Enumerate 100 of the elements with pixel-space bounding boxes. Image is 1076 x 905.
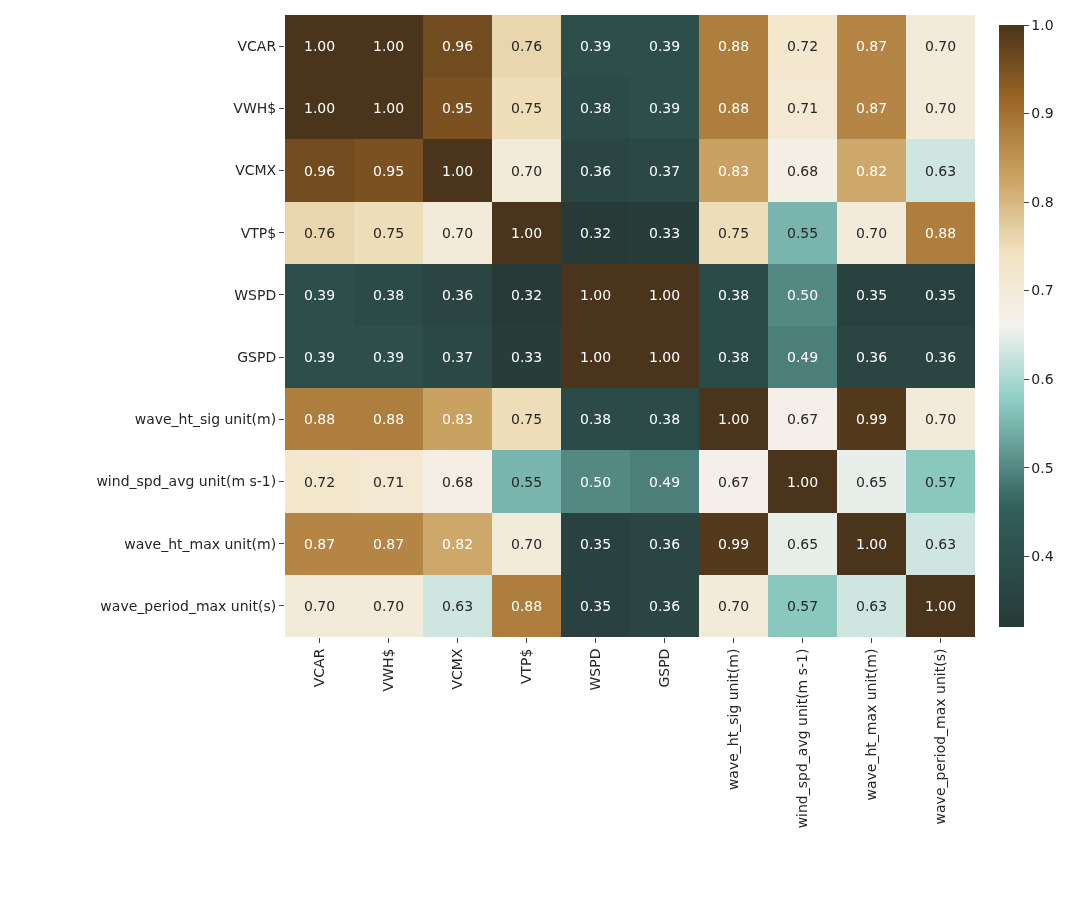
data-label: 0.39 — [649, 38, 681, 54]
data-label: 0.57 — [925, 474, 957, 490]
data-label: 0.67 — [787, 411, 819, 427]
data-label: 0.68 — [442, 474, 474, 490]
data-label: 0.57 — [787, 598, 819, 614]
data-label: 0.99 — [856, 411, 888, 427]
data-label: 0.67 — [718, 474, 750, 490]
y-tick-label: wave_ht_sig unit(m) — [134, 411, 277, 428]
data-label: 0.35 — [580, 536, 612, 552]
x-tick-label: wave_ht_sig unit(m) — [725, 648, 742, 791]
data-label: 1.00 — [511, 225, 543, 241]
x-tick-label: VCAR — [311, 648, 328, 688]
data-label: 0.50 — [580, 474, 612, 490]
data-label: 0.72 — [787, 38, 819, 54]
y-tick-label: wave_period_max unit(s) — [100, 597, 277, 614]
data-label: 0.68 — [787, 163, 819, 179]
data-label: 0.87 — [856, 38, 888, 54]
data-label: 0.70 — [856, 225, 888, 241]
data-label: 1.00 — [373, 100, 405, 116]
data-label: 0.76 — [304, 225, 336, 241]
data-label: 0.87 — [856, 100, 888, 116]
data-label: 1.00 — [373, 38, 405, 54]
data-label: 0.83 — [442, 411, 474, 427]
data-label: 0.38 — [580, 411, 612, 427]
data-label: 0.76 — [511, 38, 543, 54]
y-tick-label: VWH$ — [233, 100, 277, 117]
color-bar-label: 0.6 — [1031, 371, 1054, 388]
data-label: 0.35 — [580, 598, 612, 614]
data-label: 0.70 — [511, 536, 543, 552]
x-tick-label: wave_period_max unit(s) — [932, 648, 949, 825]
data-label: 0.99 — [718, 536, 750, 552]
color-bar-label: 1.0 — [1031, 16, 1054, 33]
y-tick-label: VCMX — [235, 162, 277, 179]
color-bar-label: 0.9 — [1031, 105, 1054, 122]
data-label: 0.36 — [856, 349, 888, 365]
data-label: 0.39 — [304, 287, 336, 303]
data-label: 0.33 — [649, 225, 681, 241]
data-label: 0.70 — [925, 38, 957, 54]
data-label: 1.00 — [304, 100, 336, 116]
data-label: 0.55 — [787, 225, 819, 241]
data-label: 0.32 — [511, 287, 543, 303]
data-label: 0.49 — [787, 349, 819, 365]
data-label: 0.71 — [787, 100, 819, 116]
data-label: 0.83 — [718, 163, 750, 179]
y-tick-label: GSPD — [237, 349, 277, 365]
data-label: 0.63 — [925, 536, 957, 552]
data-label: 0.70 — [925, 100, 957, 116]
data-label: 1.00 — [718, 411, 750, 427]
data-label: 0.38 — [580, 100, 612, 116]
data-label: 1.00 — [442, 163, 474, 179]
data-label: 0.38 — [373, 287, 405, 303]
data-label: 0.75 — [511, 411, 543, 427]
data-label: 1.00 — [580, 287, 612, 303]
y-tick-label: wave_ht_max unit(m) — [124, 535, 277, 552]
data-label: 0.88 — [304, 411, 336, 427]
data-label: 0.36 — [649, 598, 681, 614]
data-label: 1.00 — [925, 598, 957, 614]
data-label: 0.63 — [856, 598, 888, 614]
data-label: 1.00 — [649, 287, 681, 303]
data-label: 0.36 — [649, 536, 681, 552]
data-label: 0.88 — [511, 598, 543, 614]
y-tick-label: WSPD — [234, 286, 277, 303]
data-label: 0.70 — [304, 598, 336, 614]
data-label: 0.37 — [649, 163, 681, 179]
data-label: 0.88 — [373, 411, 405, 427]
data-label: 0.87 — [373, 536, 405, 552]
data-label: 0.65 — [787, 536, 819, 552]
y-tick-label: wind_spd_avg unit(m s-1) — [96, 473, 277, 490]
x-tick-label: VWH$ — [380, 648, 397, 692]
data-label: 0.38 — [718, 349, 750, 365]
data-label: 0.36 — [925, 349, 957, 365]
data-label: 1.00 — [649, 349, 681, 365]
data-label: 0.65 — [856, 474, 888, 490]
x-tick-label: VTP$ — [518, 648, 535, 685]
data-label: 0.70 — [718, 598, 750, 614]
data-label: 0.82 — [442, 536, 474, 552]
data-label: 0.36 — [580, 163, 612, 179]
data-label: 0.36 — [442, 287, 474, 303]
data-label: 1.00 — [787, 474, 819, 490]
data-label: 0.33 — [511, 349, 543, 365]
data-label: 0.88 — [718, 100, 750, 116]
data-label: 0.63 — [925, 163, 957, 179]
color-bar-label: 0.7 — [1031, 282, 1054, 299]
data-label: 0.39 — [373, 349, 405, 365]
data-label: 0.72 — [304, 474, 336, 490]
data-label: 0.39 — [304, 349, 336, 365]
data-label: 0.95 — [442, 100, 474, 116]
data-label: 0.70 — [373, 598, 405, 614]
data-label: 0.55 — [511, 474, 543, 490]
data-label: 0.75 — [718, 225, 750, 241]
y-tick-label: VCAR — [237, 38, 277, 54]
data-label: 0.63 — [442, 598, 474, 614]
data-label: 0.88 — [718, 38, 750, 54]
data-label: 0.70 — [925, 411, 957, 427]
y-tick-label: VTP$ — [240, 224, 277, 241]
data-label: 0.37 — [442, 349, 474, 365]
data-label: 1.00 — [856, 536, 888, 552]
data-label: 0.87 — [304, 536, 336, 552]
data-label: 0.35 — [925, 287, 957, 303]
data-label: 0.38 — [718, 287, 750, 303]
